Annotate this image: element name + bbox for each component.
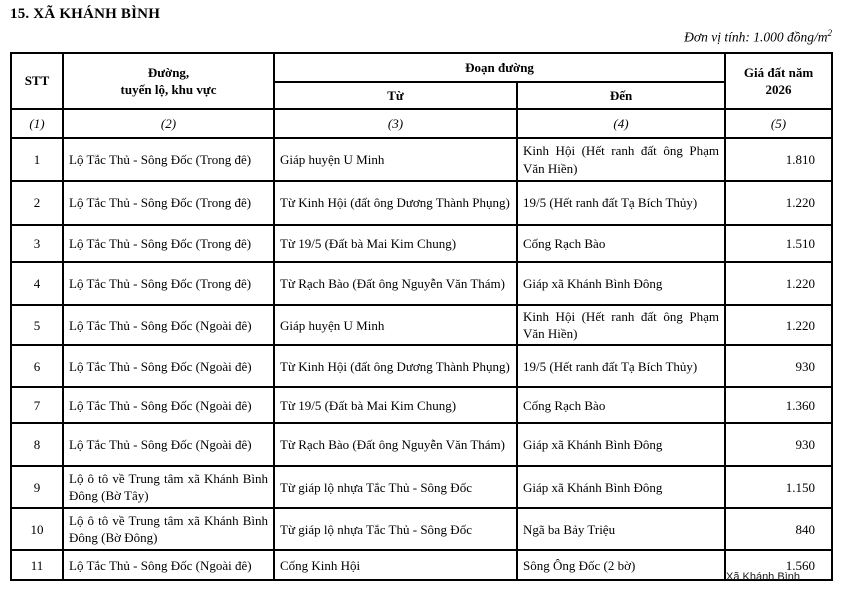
header-road-line1: Đường, — [147, 64, 190, 80]
cell-price: 1.510 — [724, 224, 834, 263]
header-to: Đến — [515, 81, 727, 110]
column-numbering-row: (1) (2) (3) (4) (5) — [10, 108, 834, 139]
cell-road: Lộ ô tô về Trung tâm xã Khánh Bình Đông … — [62, 465, 275, 510]
table-row: 6 Lộ Tắc Thủ - Sông Đốc (Ngoài đê) Từ Ki… — [10, 344, 834, 389]
col-number-4: (4) — [515, 108, 727, 139]
cell-road: Lộ Tắc Thủ - Sông Đốc (Ngoài đê) — [62, 303, 275, 347]
cell-road: Lộ Tắc Thủ - Sông Đốc (Ngoài đê) — [62, 422, 275, 468]
unit-note-text: Đơn vị tính: 1.000 đồng/m — [684, 29, 828, 45]
cell-price: 1.360 — [724, 386, 834, 425]
table-row: 5 Lộ Tắc Thủ - Sông Đốc (Ngoài đê) Giáp … — [10, 303, 834, 347]
cell-price: 1.150 — [724, 465, 834, 510]
cell-price: 1.220 — [724, 303, 834, 347]
cell-to: Cống Rạch Bào — [515, 224, 727, 263]
cell-road: Lộ Tắc Thủ - Sông Đốc (Ngoài đê) — [62, 386, 275, 425]
table-body: 1 Lộ Tắc Thủ - Sông Đốc (Trong đê) Giáp … — [10, 137, 834, 582]
cell-stt: 6 — [10, 344, 64, 389]
cell-from: Từ giáp lộ nhựa Tắc Thủ - Sông Đốc — [273, 507, 518, 552]
cell-stt: 3 — [10, 224, 64, 263]
cell-price: 1.220 — [724, 180, 834, 226]
table-row: 11 Lộ Tắc Thủ - Sông Đốc (Ngoài đê) Cống… — [10, 549, 834, 582]
cell-price: 930 — [724, 422, 834, 468]
cell-road: Lộ Tắc Thủ - Sông Đốc (Trong đê) — [62, 261, 275, 306]
unit-note: Đơn vị tính: 1.000 đồng/m2 — [684, 28, 832, 46]
unit-note-superscript: 2 — [827, 28, 833, 38]
table-row: 2 Lộ Tắc Thủ - Sông Đốc (Trong đê) Từ Ki… — [10, 180, 834, 226]
table-row: 10 Lộ ô tô về Trung tâm xã Khánh Bình Đô… — [10, 507, 834, 552]
cell-to: 19/5 (Hết ranh đất Tạ Bích Thủy) — [515, 344, 727, 389]
cell-price: 930 — [724, 344, 834, 389]
cell-from: Từ 19/5 (Đất bà Mai Kim Chung) — [273, 386, 518, 425]
cell-stt: 5 — [10, 303, 64, 347]
cell-stt: 2 — [10, 180, 64, 226]
land-price-table: STT Đường, tuyến lộ, khu vực Đoạn đường G… — [10, 52, 834, 582]
cell-from: Cống Kinh Hội — [273, 549, 518, 582]
cell-stt: 4 — [10, 261, 64, 306]
header-stt: STT — [10, 52, 64, 110]
cell-from: Từ Rạch Bào (Đất ông Nguyễn Văn Thám) — [273, 261, 518, 306]
cell-stt: 1 — [10, 137, 64, 182]
table-row: 7 Lộ Tắc Thủ - Sông Đốc (Ngoài đê) Từ 19… — [10, 386, 834, 425]
header-road: Đường, tuyến lộ, khu vực — [62, 52, 275, 110]
cell-to: Ngã ba Bảy Triệu — [515, 507, 727, 552]
cell-to: Giáp xã Khánh Bình Đông — [515, 422, 727, 468]
cell-stt: 9 — [10, 465, 64, 510]
cell-road: Lộ ô tô về Trung tâm xã Khánh Bình Đông … — [62, 507, 275, 552]
cell-road: Lộ Tắc Thủ - Sông Đốc (Trong đê) — [62, 137, 275, 182]
cell-price: 1.560 — [724, 549, 834, 582]
cell-from: Từ 19/5 (Đất bà Mai Kim Chung) — [273, 224, 518, 263]
cell-from: Từ Kinh Hội (đất ông Dương Thành Phụng) — [273, 344, 518, 389]
cell-stt: 8 — [10, 422, 64, 468]
col-number-1: (1) — [10, 108, 64, 139]
cell-stt: 11 — [10, 549, 64, 582]
cell-from: Từ Kinh Hội (đất ông Dương Thành Phụng) — [273, 180, 518, 226]
header-road-line2: tuyến lộ, khu vực — [120, 82, 217, 97]
table-row: 3 Lộ Tắc Thủ - Sông Đốc (Trong đê) Từ 19… — [10, 224, 834, 263]
header-segment: Đoạn đường — [272, 52, 727, 83]
cell-from: Từ Rạch Bào (Đất ông Nguyễn Văn Thám) — [273, 422, 518, 468]
header-price: Giá đất năm 2026 — [724, 52, 834, 110]
table-row: 9 Lộ ô tô về Trung tâm xã Khánh Bình Đôn… — [10, 465, 834, 510]
cell-stt: 7 — [10, 386, 64, 425]
cell-to: Sông Ông Đốc (2 bờ) — [515, 549, 727, 582]
col-number-3: (3) — [273, 108, 518, 139]
page-title: 15. XÃ KHÁNH BÌNH — [10, 6, 161, 22]
cell-road: Lộ Tắc Thủ - Sông Đốc (Ngoài đê) — [62, 344, 275, 389]
cell-road: Lộ Tắc Thủ - Sông Đốc (Trong đê) — [62, 224, 275, 263]
footer-note: Xã Khánh Bình — [725, 571, 800, 583]
col-number-2: (2) — [62, 108, 275, 139]
cell-to: Giáp xã Khánh Bình Đông — [515, 261, 727, 306]
cell-price: 1.810 — [724, 137, 834, 182]
table-row: 1 Lộ Tắc Thủ - Sông Đốc (Trong đê) Giáp … — [10, 137, 834, 182]
cell-to: Kinh Hội (Hết ranh đất ông Phạm Văn Hiền… — [515, 137, 727, 182]
cell-from: Giáp huyện U Minh — [273, 303, 518, 347]
cell-price: 1.220 — [724, 261, 834, 306]
table-header: STT Đường, tuyến lộ, khu vực Đoạn đường G… — [10, 52, 834, 139]
header-from: Từ — [273, 81, 518, 110]
cell-price: 840 — [724, 507, 834, 552]
cell-to: Cống Rạch Bào — [515, 386, 727, 425]
table-row: 8 Lộ Tắc Thủ - Sông Đốc (Ngoài đê) Từ Rạ… — [10, 422, 834, 468]
cell-to: Giáp xã Khánh Bình Đông — [515, 465, 727, 510]
cell-road: Lộ Tắc Thủ - Sông Đốc (Ngoài đê) — [62, 549, 275, 582]
cell-from: Từ giáp lộ nhựa Tắc Thủ - Sông Đốc — [273, 465, 518, 510]
col-number-5: (5) — [724, 108, 834, 139]
cell-stt: 10 — [10, 507, 64, 552]
cell-from: Giáp huyện U Minh — [273, 137, 518, 182]
cell-to: 19/5 (Hết ranh đất Tạ Bích Thủy) — [515, 180, 727, 226]
cell-road: Lộ Tắc Thủ - Sông Đốc (Trong đê) — [62, 180, 275, 226]
cell-to: Kinh Hội (Hết ranh đất ông Phạm Văn Hiền… — [515, 303, 727, 347]
table-row: 4 Lộ Tắc Thủ - Sông Đốc (Trong đê) Từ Rạ… — [10, 261, 834, 306]
